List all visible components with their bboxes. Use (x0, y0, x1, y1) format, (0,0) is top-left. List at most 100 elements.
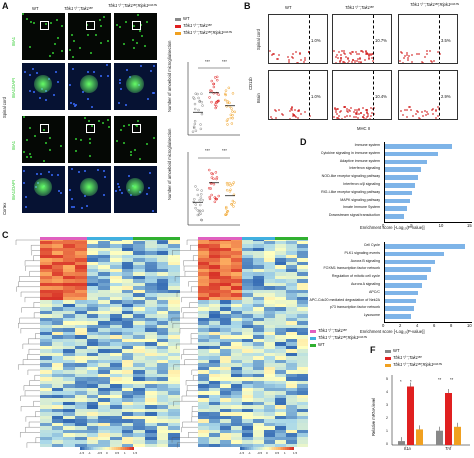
heatmap-cell (156, 300, 169, 304)
a-sig-1: *** (205, 59, 210, 64)
heatmap-cell (264, 321, 276, 325)
heatmap-cell (63, 349, 76, 353)
heatmap-cell (75, 426, 87, 430)
heatmap-cell (209, 370, 221, 374)
flow-event (432, 107, 435, 110)
heatmap-cell (275, 331, 287, 336)
heatmap-cell (133, 324, 146, 329)
group-bar (220, 237, 231, 240)
heatmap-cell (253, 251, 265, 255)
heatmap-cell (51, 426, 64, 430)
heatmap-cell (231, 307, 243, 311)
a-legend-swatch-3 (175, 32, 181, 35)
heatmap-cell (198, 293, 210, 297)
heatmap-cell (242, 436, 254, 441)
scale-swatch (92, 447, 95, 450)
heatmap-cell (209, 321, 221, 325)
heatmap-cell (220, 275, 232, 280)
flow-event (348, 108, 351, 111)
heatmap-cell (75, 275, 87, 280)
scale-swatch (101, 447, 104, 450)
cell-dot (88, 137, 91, 140)
heatmap-cell (286, 345, 298, 350)
heatmap-cell (156, 317, 169, 322)
heatmap-cell (297, 377, 308, 381)
heatmap-cell (297, 373, 308, 378)
heatmap-cell (110, 426, 122, 430)
heatmap-cell (133, 314, 146, 318)
gate-line (373, 71, 374, 119)
flow-event (431, 108, 434, 111)
heatmap-cell (156, 422, 169, 427)
heatmap-cell (156, 370, 169, 374)
cell-dot (60, 50, 63, 53)
heatmap-cell (51, 272, 64, 276)
heatmap-cell (75, 244, 87, 248)
heatmap-cell (86, 342, 99, 346)
heatmap-cell (209, 419, 221, 423)
heatmap-cell (198, 254, 210, 259)
heatmap-cell (231, 251, 243, 255)
heatmap-cell (275, 296, 287, 301)
cell-dot (98, 119, 101, 122)
heatmap-cell (264, 303, 276, 308)
heatmap-cell (86, 293, 99, 297)
heatmap-cell (51, 363, 64, 367)
heatmap-cell (40, 331, 52, 336)
heatmap-cell (145, 293, 157, 297)
scale-swatch (267, 447, 269, 450)
a-legend-swatch-wt (175, 18, 181, 21)
heatmap-cell (275, 279, 287, 283)
flow-plot: 10.4% (332, 70, 392, 120)
heatmap-cell (198, 342, 210, 346)
heatmap-cell (253, 433, 265, 437)
heatmap-cell (133, 254, 146, 259)
f-ylabel: Relative mRNA level (371, 397, 376, 436)
heatmap-cell (51, 317, 64, 322)
heatmap-cell (297, 279, 308, 283)
flow-percent: 10.7% (375, 38, 387, 43)
heatmap-cell (286, 373, 298, 378)
heatmap-cell (220, 307, 232, 311)
heatmap-cell (63, 356, 76, 360)
flow-event (292, 113, 295, 116)
heatmap-cell (156, 363, 169, 367)
dendrogram-branch (191, 416, 198, 422)
heatmap-cell (86, 331, 99, 336)
cell-dot (32, 91, 35, 94)
heatmap-cell (63, 443, 76, 447)
heatmap-cell (253, 293, 265, 297)
group-bar (145, 237, 157, 240)
data-point (226, 118, 230, 121)
heatmap-cell (264, 286, 276, 290)
heatmap-cell (121, 317, 134, 322)
dendrogram-branch (15, 239, 40, 245)
f-bar (445, 393, 452, 445)
heatmap-cell (209, 300, 221, 304)
zoom-box (40, 21, 49, 30)
heatmap-cell (156, 408, 169, 413)
heatmap-cell (297, 391, 308, 395)
cell-dot (86, 124, 89, 127)
heatmap-cell (242, 384, 254, 388)
heatmap-cell (51, 300, 64, 304)
heatmap-cell (168, 356, 180, 360)
heatmap-cell (121, 265, 134, 269)
f-legend-wt: WT (393, 348, 400, 353)
heatmap-cell (63, 415, 76, 420)
heatmap-cell (297, 408, 308, 413)
heatmap-cell (133, 401, 146, 406)
flow-event (407, 55, 410, 58)
heatmap-cell (275, 328, 287, 332)
heatmap-cell (133, 296, 146, 301)
heatmap-cell (231, 380, 243, 385)
dendrogram-branch (179, 328, 198, 334)
heatmap-cell (121, 331, 134, 336)
heatmap-cell (297, 342, 308, 346)
heatmap-cell (286, 268, 298, 273)
heatmap-cell (297, 433, 308, 437)
flow-event (289, 109, 292, 112)
a-sig-2: *** (222, 59, 227, 64)
cell-dot (87, 98, 90, 101)
gate-line (439, 15, 440, 63)
